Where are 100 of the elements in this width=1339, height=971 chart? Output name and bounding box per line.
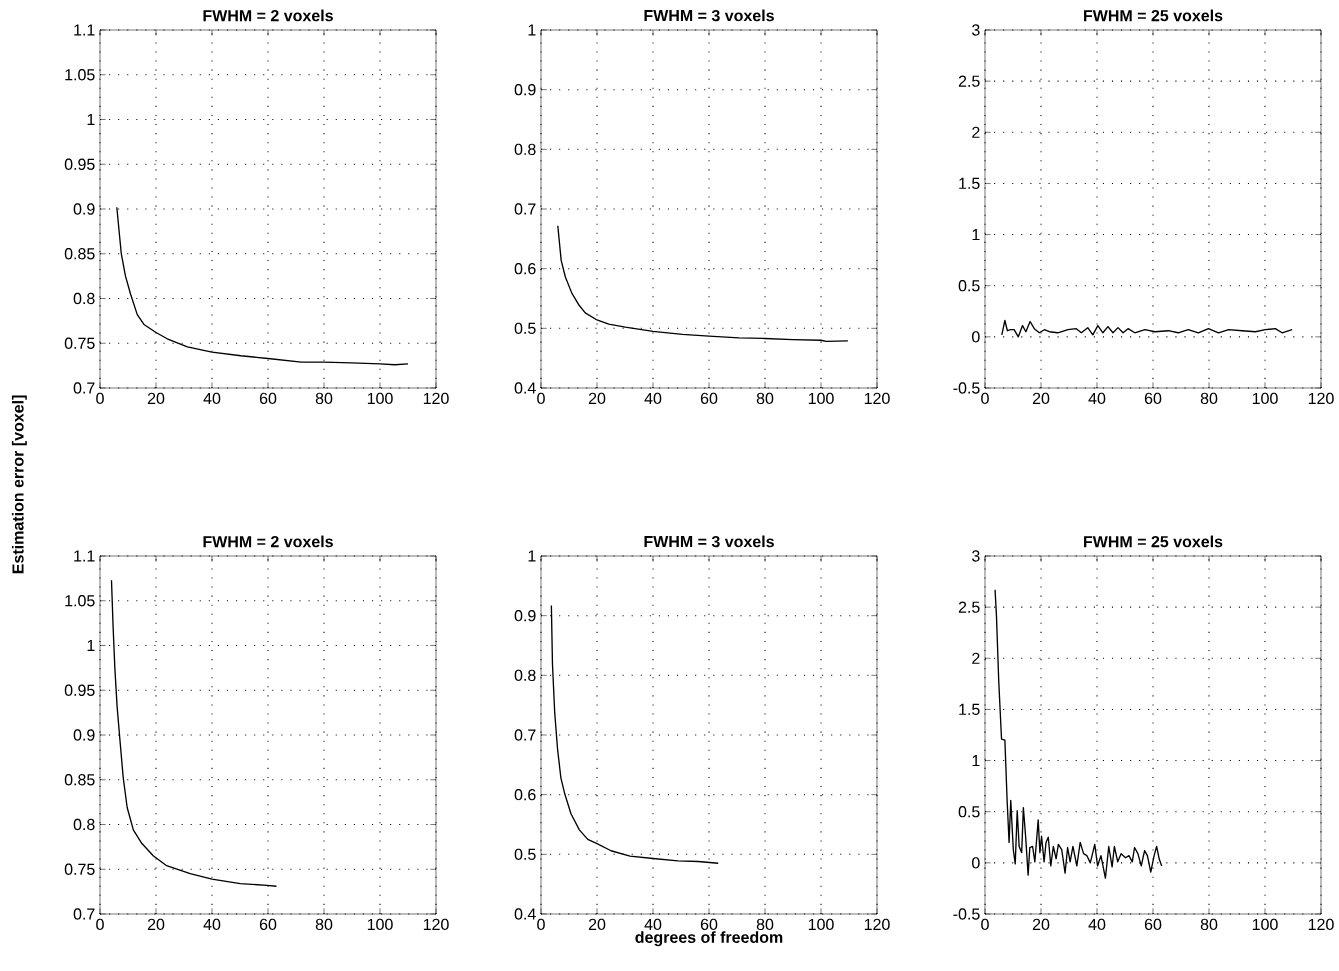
y-tick-label: 0.5 bbox=[958, 806, 980, 818]
chart-title: FWHM = 3 voxels bbox=[644, 9, 774, 22]
line-series bbox=[1001, 319, 1293, 338]
y-tick-label: 1 bbox=[528, 24, 536, 36]
x-tick-label: 120 bbox=[423, 918, 449, 931]
y-tick-label: 0.7 bbox=[514, 729, 536, 741]
y-tick-label: 2 bbox=[972, 126, 980, 138]
y-tick-label: 1.5 bbox=[959, 177, 980, 189]
line-series bbox=[116, 206, 409, 366]
x-tick-label: 0 bbox=[537, 918, 545, 931]
chart-title: FWHM = 2 voxels bbox=[203, 535, 333, 548]
x-tick-label: 60 bbox=[259, 918, 277, 931]
x-tick-label: 120 bbox=[864, 918, 890, 931]
y-tick-label: 0.7 bbox=[73, 908, 95, 920]
y-tick-label: 0.6 bbox=[514, 789, 536, 801]
y-tick-label: -0.5 bbox=[953, 908, 980, 920]
x-tick-label: 80 bbox=[1200, 918, 1218, 931]
y-tick-label: -0.5 bbox=[953, 382, 980, 394]
y-tick-label: 0.4 bbox=[514, 908, 536, 920]
y-tick-label: 0.95 bbox=[64, 158, 95, 170]
y-tick-label: 1.1 bbox=[74, 550, 95, 562]
line-series bbox=[994, 589, 1163, 879]
x-tick-label: 0 bbox=[96, 392, 104, 405]
x-tick-label: 80 bbox=[315, 392, 333, 405]
y-tick-label: 1 bbox=[972, 755, 980, 767]
y-tick-label: 1.05 bbox=[65, 69, 95, 81]
x-tick-label: 20 bbox=[147, 918, 165, 931]
x-tick-label: 60 bbox=[700, 918, 718, 931]
y-axis-title: Estimation error [voxel] bbox=[11, 395, 27, 574]
line-series bbox=[557, 225, 849, 343]
y-tick-label: 0.4 bbox=[514, 382, 536, 394]
x-tick-label: 20 bbox=[1032, 918, 1050, 931]
x-tick-label: 120 bbox=[864, 392, 890, 405]
y-tick-label: 0.9 bbox=[514, 610, 536, 622]
y-tick-label: 0.5 bbox=[958, 280, 980, 292]
y-tick-label: 0.5 bbox=[514, 848, 536, 860]
chart-title: FWHM = 2 voxels bbox=[203, 9, 333, 22]
y-tick-label: 0.75 bbox=[64, 337, 95, 349]
chart-title: FWHM = 3 voxels bbox=[644, 535, 774, 548]
y-tick-label: 0.9 bbox=[73, 203, 95, 215]
x-tick-label: 60 bbox=[1144, 918, 1162, 931]
line-series bbox=[550, 604, 719, 864]
y-tick-label: 0.5 bbox=[514, 322, 536, 334]
line-series bbox=[110, 579, 278, 887]
x-tick-label: 100 bbox=[367, 392, 393, 405]
y-tick-label: 0.85 bbox=[64, 774, 95, 786]
x-tick-label: 0 bbox=[981, 392, 989, 405]
y-tick-label: 0.7 bbox=[514, 203, 536, 215]
y-tick-label: 1.05 bbox=[65, 595, 95, 607]
x-tick-label: 0 bbox=[537, 392, 545, 405]
y-tick-label: 1.1 bbox=[74, 24, 95, 36]
x-tick-label: 120 bbox=[1308, 392, 1334, 405]
x-tick-label: 0 bbox=[96, 918, 104, 931]
x-tick-label: 20 bbox=[147, 392, 165, 405]
x-tick-label: 40 bbox=[644, 392, 662, 405]
y-tick-label: 1 bbox=[972, 229, 980, 241]
y-tick-label: 0.85 bbox=[64, 248, 95, 260]
y-tick-label: 0.95 bbox=[64, 684, 95, 696]
y-tick-label: 0 bbox=[972, 331, 980, 343]
y-tick-label: 1 bbox=[87, 114, 95, 125]
x-tick-label: 60 bbox=[259, 392, 277, 405]
x-tick-label: 20 bbox=[1032, 392, 1050, 405]
x-tick-label: 20 bbox=[588, 392, 606, 405]
y-tick-label: 0.8 bbox=[514, 669, 536, 681]
x-tick-label: 120 bbox=[1308, 918, 1334, 931]
y-tick-label: 3 bbox=[972, 24, 980, 36]
y-tick-label: 0.9 bbox=[73, 729, 95, 741]
y-tick-label: 3 bbox=[972, 550, 980, 562]
x-tick-label: 60 bbox=[1144, 392, 1162, 405]
chart-title: FWHM = 25 voxels bbox=[1084, 535, 1223, 548]
x-tick-label: 80 bbox=[756, 392, 774, 405]
y-tick-label: 0.8 bbox=[514, 143, 536, 155]
x-tick-label: 40 bbox=[644, 918, 662, 931]
x-tick-label: 120 bbox=[423, 392, 449, 405]
x-tick-label: 100 bbox=[367, 918, 393, 931]
x-tick-label: 80 bbox=[315, 918, 333, 931]
y-tick-label: 0.6 bbox=[514, 263, 536, 275]
y-tick-label: 0.75 bbox=[64, 863, 95, 875]
x-tick-label: 100 bbox=[1252, 392, 1278, 405]
chart-title: FWHM = 25 voxels bbox=[1084, 9, 1223, 22]
y-tick-label: 2.5 bbox=[958, 75, 980, 87]
y-tick-label: 2.5 bbox=[958, 601, 980, 613]
x-tick-label: 20 bbox=[588, 918, 606, 931]
x-tick-label: 60 bbox=[700, 392, 718, 405]
x-tick-label: 40 bbox=[203, 392, 221, 405]
y-tick-label: 0.7 bbox=[73, 382, 95, 394]
x-tick-label: 40 bbox=[203, 918, 221, 931]
y-tick-label: 1 bbox=[528, 550, 536, 562]
x-tick-label: 80 bbox=[756, 918, 774, 931]
x-tick-label: 80 bbox=[1200, 392, 1218, 405]
x-tick-label: 0 bbox=[981, 918, 989, 931]
x-axis-title: degrees of freedom bbox=[635, 931, 783, 947]
y-tick-label: 0.8 bbox=[73, 292, 95, 305]
x-tick-label: 100 bbox=[808, 392, 834, 405]
x-tick-label: 100 bbox=[1252, 918, 1278, 931]
y-tick-label: 1 bbox=[87, 640, 95, 651]
y-tick-label: 1.5 bbox=[959, 703, 980, 715]
y-tick-label: 0.8 bbox=[73, 818, 95, 831]
y-tick-label: 2 bbox=[972, 652, 980, 664]
y-tick-label: 0.9 bbox=[514, 84, 536, 96]
